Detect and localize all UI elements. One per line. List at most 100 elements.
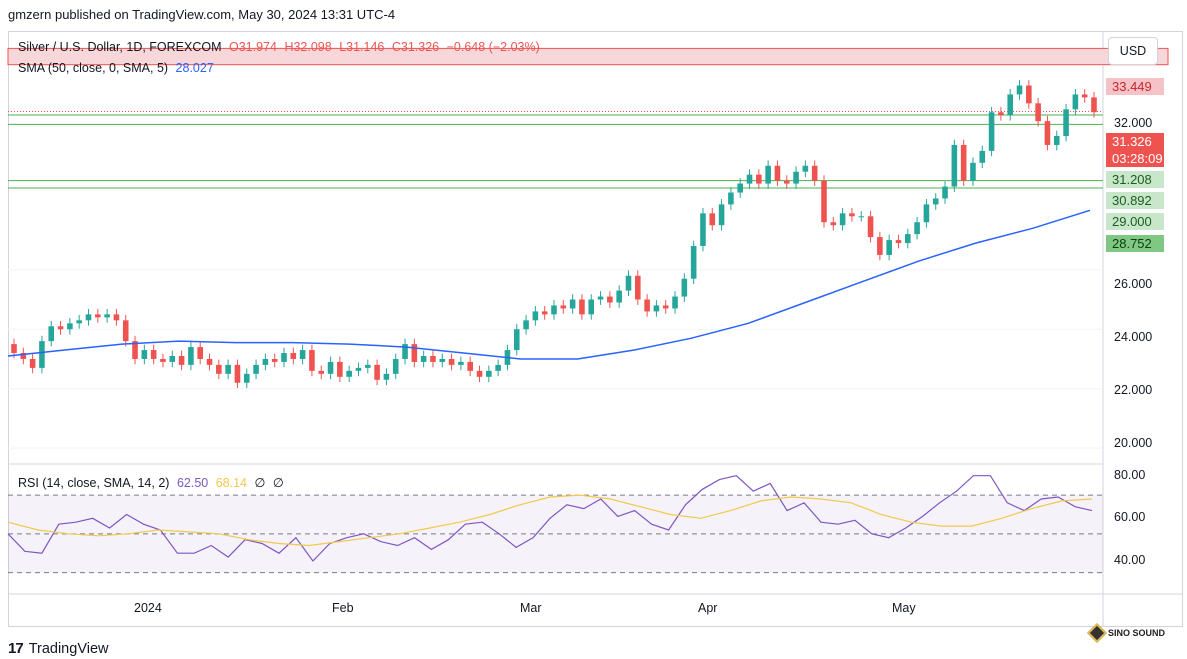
candle-body (85, 314, 92, 321)
candle-body (988, 112, 995, 151)
candle-body (374, 364, 380, 380)
candle-body (970, 162, 976, 181)
candle-body (1035, 103, 1041, 122)
candle-body (783, 180, 790, 184)
candle-body (458, 361, 464, 365)
candle-body (1044, 121, 1051, 145)
candle-body (523, 320, 529, 330)
ohlc-low: L31.146 (339, 40, 385, 54)
candle-body (169, 355, 176, 362)
candle-body (365, 364, 371, 368)
currency-button[interactable]: USD (1108, 37, 1158, 65)
price-tick-label: 20.000 (1114, 436, 1153, 450)
candle-body (513, 329, 520, 351)
candle-body (588, 299, 595, 315)
candle-body (160, 358, 166, 362)
symbol-legend: Silver / U.S. Dollar, 1D, FOREXCOM O31.9… (18, 40, 544, 54)
candle-body (439, 358, 446, 362)
time-tick-label: 2024 (134, 601, 162, 615)
candle-body (886, 240, 892, 255)
candle-body (625, 275, 632, 291)
candle-body (402, 344, 408, 359)
candle-body (569, 299, 576, 309)
candle-body (234, 364, 241, 383)
candle-body (281, 353, 287, 362)
candle-body (551, 305, 557, 315)
candle-body (616, 290, 622, 303)
candle-body (39, 341, 45, 368)
candle-body (774, 165, 781, 181)
candle-body (960, 144, 967, 181)
candle-body (430, 355, 436, 362)
candle-body (104, 314, 110, 318)
candle-body (178, 355, 185, 365)
candle-body (858, 216, 865, 218)
candle-body (206, 358, 213, 365)
candle-body (942, 186, 948, 199)
candle-body (1091, 97, 1097, 113)
candle-body (700, 213, 706, 247)
candle-body (635, 275, 641, 300)
rsi-legend: RSI (14, close, SMA, 14, 2) 62.50 68.14 … (18, 475, 288, 490)
candle-body (253, 364, 259, 374)
support-tag-1: 31.208 (1106, 171, 1164, 188)
sma-label: SMA (50, close, 0, SMA, 5) (18, 61, 169, 75)
candle-body (914, 222, 920, 235)
candle-body (243, 373, 250, 383)
candle-body (476, 370, 483, 377)
candle-body (1081, 94, 1088, 98)
candle-body (420, 355, 427, 362)
rsi-value: 62.50 (176, 476, 209, 490)
support-tag-3: 29.000 (1106, 213, 1164, 230)
price-tick-label: 24.000 (1114, 330, 1153, 344)
candle-body (709, 213, 716, 226)
candle-body (309, 350, 315, 371)
candle-body (262, 358, 269, 365)
time-tick-label: Mar (520, 601, 542, 615)
candle-body (793, 171, 799, 184)
candle-body (392, 358, 399, 374)
candle-body (299, 350, 306, 359)
candle-body (346, 370, 352, 377)
candle-body (579, 299, 585, 315)
candle-body (113, 314, 120, 321)
candle-body (1053, 136, 1060, 145)
time-tick-label: May (892, 601, 916, 615)
candle-body (746, 174, 753, 184)
rsi-sma-value: 68.14 (215, 476, 247, 490)
candle-body (67, 323, 73, 330)
sma-legend: SMA (50, close, 0, SMA, 5) 28.027 (18, 61, 218, 75)
candle-body (495, 364, 501, 371)
candle-body (1016, 85, 1023, 95)
price-tick-label: 22.000 (1114, 383, 1153, 397)
rsi-extra-1: ∅ (254, 476, 266, 490)
candle-body (57, 326, 64, 330)
candle-body (597, 296, 604, 300)
price-change: −0.648 (−2.03%) (446, 40, 540, 54)
candle-body (1026, 85, 1032, 104)
candle-body (1007, 94, 1013, 116)
candle-body (486, 370, 492, 377)
sma-value: 28.027 (175, 61, 214, 75)
ohlc-open: O31.974 (229, 40, 277, 54)
candle-body (337, 361, 343, 377)
ohlc-close: C31.326 (391, 40, 440, 54)
tradingview-logo-icon: 17 (8, 640, 24, 657)
candle-body (672, 296, 678, 309)
candle-body (355, 367, 362, 371)
watermark-icon (1087, 623, 1107, 643)
candle-body (728, 192, 734, 205)
candle-body (532, 311, 539, 321)
candle-body (877, 237, 883, 255)
tradingview-logo[interactable]: 17 TradingView (8, 640, 108, 657)
candle-body (811, 165, 818, 181)
candle-body (327, 361, 334, 374)
candle-body (737, 183, 743, 193)
rsi-extra-2: ∅ (272, 476, 284, 490)
time-tick-label: Feb (332, 601, 354, 615)
candle-body (76, 320, 82, 324)
candle-body (839, 213, 846, 226)
candle-body (1063, 109, 1069, 137)
candle-body (765, 165, 771, 184)
